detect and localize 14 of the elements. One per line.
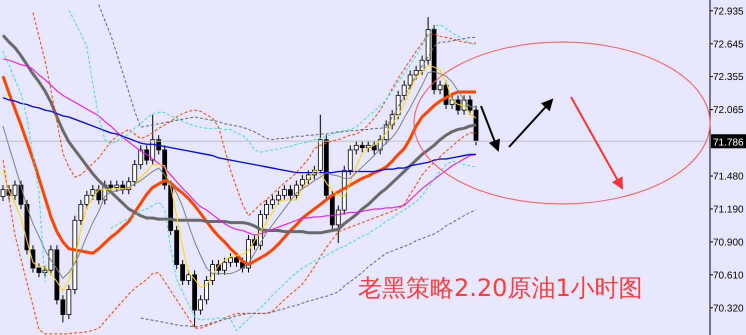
- line-series: [32, 12, 477, 216]
- y-tick-label: 72.935: [713, 6, 744, 18]
- y-tick-label: 71.190: [713, 204, 744, 216]
- y-tick-label: 72.355: [713, 72, 744, 84]
- annotation: 老黑策略2.20原油1小时图: [358, 273, 643, 304]
- line-series: [98, 4, 477, 140]
- ref-line-label: 71.786: [713, 137, 744, 148]
- y-tick-label: 70.900: [713, 237, 744, 248]
- y-tick-label: 72.645: [713, 39, 744, 50]
- y-tick-label: 72.065: [713, 105, 744, 116]
- y-tick-label: 71.480: [713, 172, 744, 183]
- y-tick-label: 70.610: [713, 270, 744, 282]
- line-series: [68, 10, 477, 153]
- y-tick-label: 70.320: [713, 303, 744, 314]
